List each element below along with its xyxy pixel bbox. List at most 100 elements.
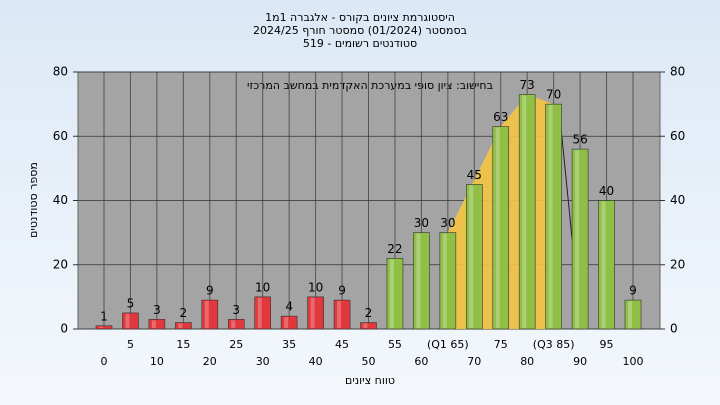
data-label: 70 xyxy=(546,88,561,102)
x-tick-label: 0 xyxy=(101,355,108,368)
chart-subtitle: סטודנטים רשומים - 519 xyxy=(303,37,417,50)
y-tick-label: 0 xyxy=(60,322,68,336)
bar xyxy=(624,299,642,330)
data-label: 9 xyxy=(629,284,637,298)
bar xyxy=(386,258,404,330)
x-tick-label: 40 xyxy=(309,355,323,368)
bar-shade xyxy=(204,301,209,328)
bar xyxy=(201,299,219,330)
y-tick-label: 40 xyxy=(53,193,68,207)
bar xyxy=(571,148,589,330)
data-label: 73 xyxy=(520,78,535,92)
y-tick-label: 80 xyxy=(53,65,68,79)
x-tick-label: 25 xyxy=(229,338,243,351)
x-tick-label: 30 xyxy=(256,355,270,368)
bar-shade xyxy=(310,297,315,328)
bar-shade xyxy=(284,317,289,328)
bar-shade xyxy=(178,323,183,328)
x-tick-label: 15 xyxy=(176,338,190,351)
bar xyxy=(122,312,139,330)
bar xyxy=(254,296,271,330)
data-label: 3 xyxy=(232,303,240,317)
x-tick-label: 5 xyxy=(127,338,134,351)
chart-title: היסטוגרמת ציונים בקורס - אלגברה 1מ1 xyxy=(265,11,455,24)
bar-shade xyxy=(469,185,474,328)
data-label: 30 xyxy=(414,216,429,230)
y-tick-label: 20 xyxy=(53,257,68,271)
bar-shade xyxy=(231,320,236,328)
x-tick-label: 20 xyxy=(203,355,217,368)
bar xyxy=(439,232,457,330)
bar xyxy=(95,325,113,330)
bar xyxy=(280,315,298,330)
data-label: 40 xyxy=(599,184,614,198)
chart-subtitle: בסמסטר (01/2024) סמסטר חורף 2024/25 xyxy=(253,24,467,37)
data-label: 2 xyxy=(365,306,373,320)
bar-shade xyxy=(363,323,368,328)
x-tick-label: (Q1 65) xyxy=(427,338,469,351)
bar-shade xyxy=(522,95,527,328)
bar xyxy=(545,103,562,330)
x-tick-label: (Q3 85) xyxy=(533,338,575,351)
y2-tick-label: 60 xyxy=(670,129,685,143)
data-label: 2 xyxy=(180,306,188,320)
data-label: 4 xyxy=(285,300,293,314)
y-tick-label: 60 xyxy=(53,129,68,143)
bar-shade xyxy=(495,127,500,328)
y2-tick-label: 0 xyxy=(670,322,678,336)
data-label: 5 xyxy=(127,296,135,310)
bar xyxy=(492,126,510,330)
bar xyxy=(227,319,245,330)
x-tick-label: 75 xyxy=(494,338,508,351)
data-label: 56 xyxy=(572,133,587,147)
bar-shade xyxy=(125,313,130,328)
y-axis-label: מספר סטודנטים xyxy=(27,162,40,238)
bar-shade xyxy=(389,259,394,328)
bar-shade xyxy=(257,297,262,328)
x-tick-label: 95 xyxy=(600,338,614,351)
data-label: 9 xyxy=(338,284,346,298)
bar-shade xyxy=(575,150,580,328)
x-tick-label: 80 xyxy=(520,355,534,368)
x-tick-label: 70 xyxy=(467,355,481,368)
x-tick-label: 60 xyxy=(414,355,428,368)
x-axis-label: טווח ציונים xyxy=(345,374,395,387)
bar-shade xyxy=(601,201,606,328)
data-label: 3 xyxy=(153,303,161,317)
y2-tick-label: 40 xyxy=(670,193,685,207)
x-tick-label: 45 xyxy=(335,338,349,351)
bar-shade xyxy=(337,301,342,328)
bar xyxy=(465,184,483,330)
data-label: 22 xyxy=(387,242,402,256)
bar-shade xyxy=(442,233,447,328)
bar xyxy=(360,322,377,330)
x-tick-label: 90 xyxy=(573,355,587,368)
y2-tick-label: 80 xyxy=(670,65,685,79)
bar-shade xyxy=(99,326,103,328)
data-label: 63 xyxy=(493,110,508,124)
bar xyxy=(413,232,430,330)
data-label: 10 xyxy=(308,280,323,294)
x-tick-label: 100 xyxy=(623,355,644,368)
x-tick-label: 55 xyxy=(388,338,402,351)
data-label: 9 xyxy=(206,284,214,298)
bar xyxy=(307,296,324,330)
bar xyxy=(175,322,192,330)
bar-shade xyxy=(548,105,553,328)
data-label: 10 xyxy=(255,280,270,294)
bar xyxy=(333,299,351,330)
x-tick-label: 35 xyxy=(282,338,296,351)
data-label: 30 xyxy=(440,216,455,230)
bar-shade xyxy=(628,301,632,328)
bar xyxy=(598,200,615,330)
x-tick-label: 50 xyxy=(362,355,376,368)
annotation: בחישוב: ציון סופי במערכת האקדמית במחשב ה… xyxy=(247,79,493,92)
bar xyxy=(148,319,166,330)
data-label: 45 xyxy=(467,168,482,182)
bar xyxy=(518,94,536,330)
y2-tick-label: 20 xyxy=(670,257,685,271)
bar-shade xyxy=(151,320,156,328)
x-tick-label: 10 xyxy=(150,355,164,368)
data-label: 1 xyxy=(100,309,108,323)
